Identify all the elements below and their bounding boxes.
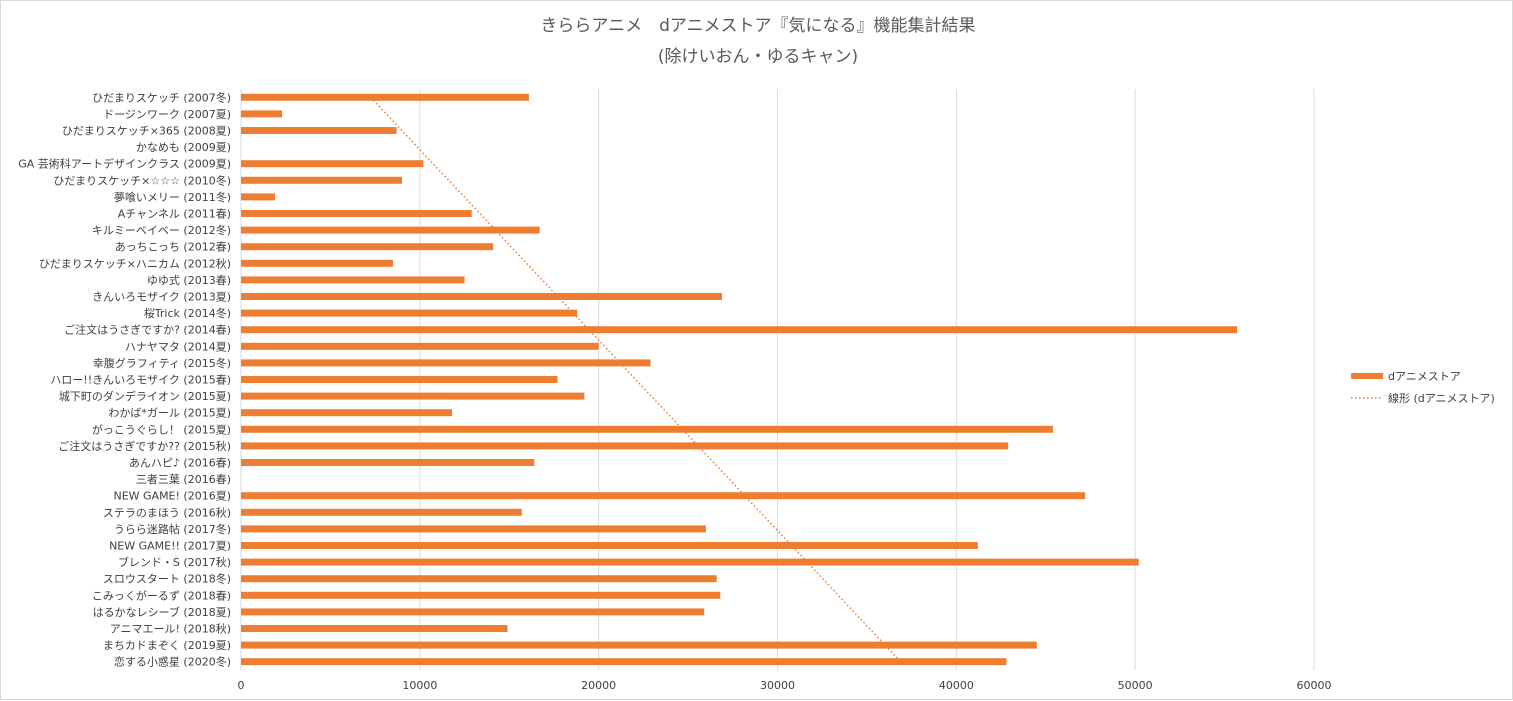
bar xyxy=(241,376,558,383)
category-label: まちカドまぞく (2019夏) xyxy=(103,639,231,652)
bar xyxy=(241,309,578,317)
category-label: GA 芸術科アートデザインクラス (2009夏) xyxy=(18,157,231,171)
category-labels: ひだまりスケッチ (2007冬) ドージンワーク (2007夏) ひだまりスケッチ×… xyxy=(18,90,231,668)
bar xyxy=(241,608,705,616)
category-label: こみっくがーるず (2018春) xyxy=(92,588,231,602)
category-label: 三者三葉 (2016春) xyxy=(136,472,231,486)
category-label: かなめも (2009夏) xyxy=(136,141,231,154)
category-label: NEW GAME!! (2017夏) xyxy=(109,540,231,553)
legend: dアニメストア 線形 (dアニメストア) xyxy=(1351,370,1495,405)
bar xyxy=(241,409,453,417)
category-label: わかば*ガール (2015夏) xyxy=(108,407,231,420)
bar xyxy=(241,110,283,118)
x-tick-label: 0 xyxy=(238,679,245,692)
trendline-layer xyxy=(370,96,902,663)
bar xyxy=(241,293,723,300)
bar xyxy=(241,326,1238,334)
category-label: うらら迷路帖 (2017冬) xyxy=(114,522,231,536)
bar xyxy=(241,342,599,350)
x-tick-label: 20000 xyxy=(581,679,616,692)
bar xyxy=(241,243,494,251)
category-label: 桜Trick (2014冬) xyxy=(144,306,231,320)
category-label: ゆゆ式 (2013春) xyxy=(147,274,231,287)
bar xyxy=(241,359,651,367)
legend-series-label: dアニメストア xyxy=(1388,370,1461,383)
legend-trendline-label: 線形 (dアニメストア) xyxy=(1388,391,1495,405)
bar xyxy=(241,210,472,217)
bar xyxy=(241,425,1053,433)
category-label: ご注文はうさぎですか? (2014春) xyxy=(64,323,231,337)
category-label: ハナヤマタ (2014夏) xyxy=(125,340,231,353)
bar xyxy=(241,442,1009,450)
bar xyxy=(241,193,275,201)
bar xyxy=(241,508,522,516)
x-tick-label: 50000 xyxy=(1118,679,1153,692)
category-label: 城下町のダンデライオン (2015夏) xyxy=(59,389,231,403)
bars xyxy=(241,93,1238,666)
category-label: 夢喰いメリー (2011冬) xyxy=(114,190,231,204)
x-axis-tick-labels: 0 10000 20000 30000 40000 50000 60000 xyxy=(238,679,1332,692)
category-label: 恋する小惑星 (2020冬) xyxy=(114,655,231,669)
bar xyxy=(241,641,1037,649)
x-tick-label: 60000 xyxy=(1297,679,1332,692)
category-label: ひだまりスケッチ×ハニカム (2012秋) xyxy=(39,256,231,270)
category-label: Aチャンネル (2011春) xyxy=(118,208,231,221)
bar xyxy=(241,93,529,101)
x-tick-label: 30000 xyxy=(760,679,795,692)
bar xyxy=(241,259,394,267)
bar xyxy=(241,226,540,234)
category-label: はるかなレシーブ (2018夏) xyxy=(93,605,231,619)
category-label: ひだまりスケッチ×365 (2008夏) xyxy=(62,125,231,138)
bar xyxy=(241,176,402,184)
chart-title: きららアニメ dアニメストア『気になる』機能集計結果 xyxy=(540,16,975,36)
bar xyxy=(241,558,1139,566)
category-label: アニマエール! (2018秋) xyxy=(110,622,231,636)
category-label: ひだまりスケッチ (2007冬) xyxy=(92,90,231,104)
chart-subtitle: (除けいおん・ゆるキャン) xyxy=(658,47,858,67)
category-label: ひだまりスケッチ×☆☆☆ (2010冬) xyxy=(53,173,231,187)
category-label: キルミーベイベー (2012冬) xyxy=(92,223,231,237)
category-label: ご注文はうさぎですか?? (2015秋) xyxy=(58,439,231,453)
category-label: あんハピ♪ (2016春) xyxy=(129,457,231,470)
bar xyxy=(241,625,508,632)
trendline xyxy=(370,96,902,663)
category-label: ドージンワーク (2007夏) xyxy=(103,108,231,121)
category-label: がっこうぐらし！ (2015夏) xyxy=(92,422,231,436)
x-tick-label: 40000 xyxy=(939,679,974,692)
bar xyxy=(241,459,535,466)
bar xyxy=(241,591,721,599)
gridlines xyxy=(240,89,1315,670)
bar xyxy=(241,542,978,549)
category-label: ブレンド・S (2017秋) xyxy=(118,555,231,569)
category-label: ステラのまほう (2016秋) xyxy=(103,505,231,519)
category-label: 幸腹グラフィティ (2015冬) xyxy=(93,356,231,370)
category-label: スロウスタート (2018冬) xyxy=(103,572,231,586)
bar xyxy=(241,525,706,533)
category-label: あっちこっち (2012春) xyxy=(115,241,231,254)
bar xyxy=(241,492,1086,500)
bar xyxy=(241,127,397,134)
bar xyxy=(241,392,585,400)
x-tick-label: 10000 xyxy=(402,679,437,692)
category-label: きんいろモザイク (2013夏) xyxy=(92,291,231,304)
bar xyxy=(241,160,424,168)
bar xyxy=(241,575,717,583)
bar xyxy=(241,658,1007,666)
category-label: ハロー!!きんいろモザイク (2015春) xyxy=(50,374,231,387)
category-label: NEW GAME! (2016夏) xyxy=(113,490,231,503)
bar xyxy=(241,276,465,284)
